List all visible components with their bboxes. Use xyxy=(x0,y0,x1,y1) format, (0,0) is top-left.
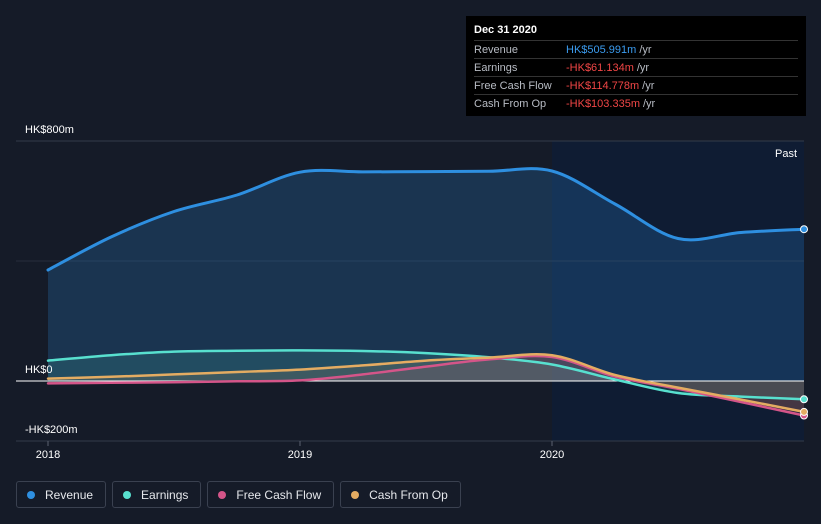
past-label: Past xyxy=(775,148,797,160)
legend: Revenue Earnings Free Cash Flow Cash Fro… xyxy=(16,481,461,508)
legend-item-revenue[interactable]: Revenue xyxy=(16,481,107,508)
tooltip-row-revenue: Revenue HK$505.991m /yr xyxy=(474,41,798,59)
tooltip-unit: /yr xyxy=(642,79,655,92)
legend-label: Revenue xyxy=(45,487,94,502)
legend-item-earnings[interactable]: Earnings xyxy=(112,481,202,508)
x-tick-label: 2019 xyxy=(288,449,312,461)
x-tick-label: 2020 xyxy=(540,449,564,461)
tooltip-row-cash-from-op: Cash From Op -HK$103.335m /yr xyxy=(474,95,798,112)
tooltip-date: Dec 31 2020 xyxy=(474,24,798,41)
area-earnings xyxy=(48,350,804,400)
tooltip-value: -HK$114.778m xyxy=(566,79,640,92)
tooltip-label: Cash From Op xyxy=(474,97,547,110)
x-axis-ticks: 2018 2019 2020 xyxy=(36,441,564,461)
end-dot-cash-from-op[interactable] xyxy=(800,407,808,416)
tooltip-value: -HK$103.335m xyxy=(566,97,640,110)
legend-item-cash-from-op[interactable]: Cash From Op xyxy=(340,481,461,508)
tooltip-value: -HK$61.134m xyxy=(566,61,634,74)
y-tick-label: HK$0 xyxy=(25,364,53,376)
tooltip-label: Free Cash Flow xyxy=(474,79,552,92)
line-earnings xyxy=(46,349,806,401)
legend-label: Cash From Op xyxy=(369,487,448,502)
tooltip-row-free-cash-flow: Free Cash Flow -HK$114.778m /yr xyxy=(474,77,798,95)
tooltip-value: HK$505.991m xyxy=(566,43,637,56)
end-dot-revenue[interactable] xyxy=(800,225,808,234)
end-dot-earnings[interactable] xyxy=(800,395,808,404)
y-tick-label: HK$800m xyxy=(25,124,74,136)
legend-label: Free Cash Flow xyxy=(236,487,322,502)
line-revenue xyxy=(46,167,806,272)
tooltip-label: Earnings xyxy=(474,61,518,74)
legend-item-free-cash-flow[interactable]: Free Cash Flow xyxy=(207,481,335,508)
y-axis-ticks: HK$800m HK$0 -HK$200m xyxy=(25,124,78,436)
legend-dot-icon xyxy=(123,490,132,499)
tooltip-unit: /yr xyxy=(643,97,656,110)
legend-label: Earnings xyxy=(141,487,189,502)
tooltip-label: Revenue xyxy=(474,43,519,56)
legend-dot-icon xyxy=(218,490,227,499)
tooltip: Dec 31 2020 Revenue HK$505.991m /yr Earn… xyxy=(466,16,806,116)
tooltip-unit: /yr xyxy=(639,43,652,56)
legend-dot-icon xyxy=(351,490,360,499)
tooltip-unit: /yr xyxy=(636,61,650,74)
y-tick-label: -HK$200m xyxy=(25,424,78,436)
line-cash-from-op xyxy=(46,352,806,414)
x-tick-label: 2018 xyxy=(36,449,60,461)
area-revenue xyxy=(48,168,804,381)
tooltip-row-earnings: Earnings -HK$61.134m /yr xyxy=(474,59,798,77)
series-lines xyxy=(46,167,806,417)
series-end-dots xyxy=(800,225,808,420)
legend-dot-icon xyxy=(27,490,35,499)
